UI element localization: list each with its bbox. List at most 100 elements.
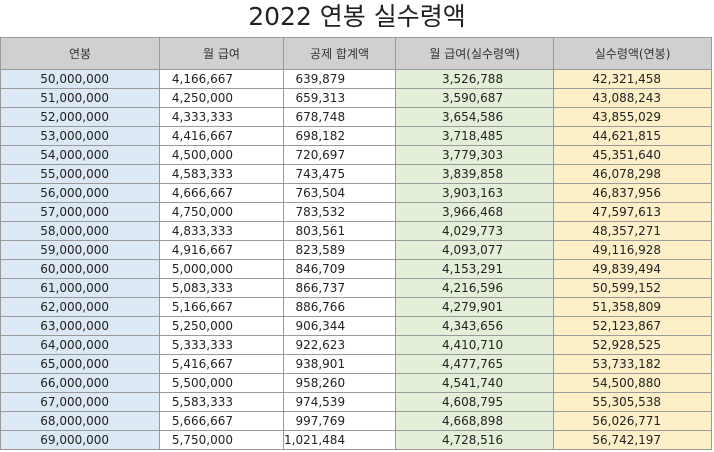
cell-net-monthly: 4,093,077 [395,240,555,260]
cell-net-annual: 48,357,271 [553,221,713,241]
salary-table: 연봉 월 급여 공제 합계액 월 급여(실수령액) 실수령액(연봉) 50,00… [0,37,713,450]
cell-annual-salary: 51,000,000 [0,88,160,108]
cell-annual-salary: 67,000,000 [0,392,160,412]
cell-total-deductions: 846,709 [282,259,397,279]
cell-annual-salary: 63,000,000 [0,316,160,336]
table-row: 52,000,000 4,333,333 678,748 3,654,586 43,85… [0,107,713,127]
cell-net-annual: 53,733,182 [553,354,713,374]
cell-monthly-salary: 5,333,333 [159,335,284,355]
cell-total-deductions: 906,344 [282,316,397,336]
cell-net-monthly: 3,590,687 [395,88,555,108]
cell-net-monthly: 3,654,586 [395,107,555,127]
cell-net-monthly: 3,839,858 [395,164,555,184]
cell-net-annual: 45,351,640 [553,145,713,165]
page-title: 2022 연봉 실수령액 [248,2,466,31]
cell-annual-salary: 65,000,000 [0,354,160,374]
cell-total-deductions: 803,561 [282,221,397,241]
cell-net-annual: 44,621,815 [553,126,713,146]
cell-monthly-salary: 4,833,333 [159,221,284,241]
cell-annual-salary: 57,000,000 [0,202,160,222]
header-monthly-salary: 월 급여 [159,37,284,70]
cell-total-deductions: 823,589 [282,240,397,260]
table-row: 62,000,000 5,166,667 886,766 4,279,901 51,35… [0,297,713,317]
cell-total-deductions: 974,539 [282,392,397,412]
header-total-deductions: 공제 합계액 [282,37,397,70]
cell-annual-salary: 66,000,000 [0,373,160,393]
cell-annual-salary: 50,000,000 [0,69,160,89]
table-row: 63,000,000 5,250,000 906,344 4,343,656 52,12… [0,316,713,336]
cell-net-annual: 42,321,458 [553,69,713,89]
cell-monthly-salary: 5,500,000 [159,373,284,393]
cell-annual-salary: 68,000,000 [0,411,160,431]
cell-net-monthly: 4,029,773 [395,221,555,241]
cell-net-annual: 43,088,243 [553,88,713,108]
cell-net-monthly: 4,477,765 [395,354,555,374]
table-row: 56,000,000 4,666,667 763,504 3,903,163 46,83… [0,183,713,203]
cell-annual-salary: 58,000,000 [0,221,160,241]
cell-net-monthly: 3,779,303 [395,145,555,165]
table-row: 50,000,000 4,166,667 639,879 3,526,788 42,32… [0,69,713,89]
cell-annual-salary: 53,000,000 [0,126,160,146]
cell-total-deductions: 743,475 [282,164,397,184]
cell-monthly-salary: 5,250,000 [159,316,284,336]
table-row: 66,000,000 5,500,000 958,260 4,541,740 54,50… [0,373,713,393]
cell-net-monthly: 4,343,656 [395,316,555,336]
cell-net-annual: 54,500,880 [553,373,713,393]
cell-annual-salary: 56,000,000 [0,183,160,203]
cell-monthly-salary: 4,166,667 [159,69,284,89]
cell-net-monthly: 3,718,485 [395,126,555,146]
cell-annual-salary: 61,000,000 [0,278,160,298]
cell-net-annual: 56,026,771 [553,411,713,431]
cell-annual-salary: 52,000,000 [0,107,160,127]
table-row: 64,000,000 5,333,333 922,623 4,410,710 52,92… [0,335,713,355]
cell-net-monthly: 4,541,740 [395,373,555,393]
cell-net-annual: 52,123,867 [553,316,713,336]
cell-net-monthly: 4,279,901 [395,297,555,317]
cell-annual-salary: 59,000,000 [0,240,160,260]
table-row: 57,000,000 4,750,000 783,532 3,966,468 47,59… [0,202,713,222]
table-row: 59,000,000 4,916,667 823,589 4,093,077 49,11… [0,240,713,260]
cell-monthly-salary: 4,500,000 [159,145,284,165]
table-row: 55,000,000 4,583,333 743,475 3,839,858 46,07… [0,164,713,184]
table-row: 68,000,000 5,666,667 997,769 4,668,898 56,02… [0,411,713,431]
table-row: 54,000,000 4,500,000 720,697 3,779,303 45,35… [0,145,713,165]
cell-net-monthly: 3,966,468 [395,202,555,222]
cell-annual-salary: 55,000,000 [0,164,160,184]
table-row: 67,000,000 5,583,333 974,539 4,608,795 55,30… [0,392,713,412]
cell-net-monthly: 4,410,710 [395,335,555,355]
cell-net-monthly: 4,668,898 [395,411,555,431]
cell-net-monthly: 4,153,291 [395,259,555,279]
cell-total-deductions: 922,623 [282,335,397,355]
cell-net-monthly: 4,608,795 [395,392,555,412]
cell-monthly-salary: 5,750,000 [159,430,284,450]
cell-net-annual: 49,116,928 [553,240,713,260]
cell-annual-salary: 60,000,000 [0,259,160,279]
cell-net-annual: 55,305,538 [553,392,713,412]
cell-monthly-salary: 4,583,333 [159,164,284,184]
cell-monthly-salary: 5,583,333 [159,392,284,412]
cell-net-annual: 46,837,956 [553,183,713,203]
table-row: 65,000,000 5,416,667 938,901 4,477,765 53,73… [0,354,713,374]
cell-monthly-salary: 4,916,667 [159,240,284,260]
cell-total-deductions: 659,313 [282,88,397,108]
table-row: 61,000,000 5,083,333 866,737 4,216,596 50,59… [0,278,713,298]
cell-monthly-salary: 5,666,667 [159,411,284,431]
cell-total-deductions: 763,504 [282,183,397,203]
cell-total-deductions: 698,182 [282,126,397,146]
cell-net-annual: 52,928,525 [553,335,713,355]
cell-annual-salary: 64,000,000 [0,335,160,355]
cell-net-monthly: 4,728,516 [395,430,555,450]
cell-total-deductions: 866,737 [282,278,397,298]
header-net-annual: 실수령액(연봉) [553,37,713,70]
cell-total-deductions: 720,697 [282,145,397,165]
cell-net-annual: 43,855,029 [553,107,713,127]
cell-total-deductions: 997,769 [282,411,397,431]
cell-net-annual: 50,599,152 [553,278,713,298]
table-row: 60,000,000 5,000,000 846,709 4,153,291 49,83… [0,259,713,279]
header-net-monthly: 월 급여(실수령액) [395,37,555,70]
cell-net-annual: 47,597,613 [553,202,713,222]
cell-annual-salary: 62,000,000 [0,297,160,317]
table-row: 58,000,000 4,833,333 803,561 4,029,773 48,35… [0,221,713,241]
cell-total-deductions: 1,021,484 [282,430,397,450]
cell-total-deductions: 678,748 [282,107,397,127]
